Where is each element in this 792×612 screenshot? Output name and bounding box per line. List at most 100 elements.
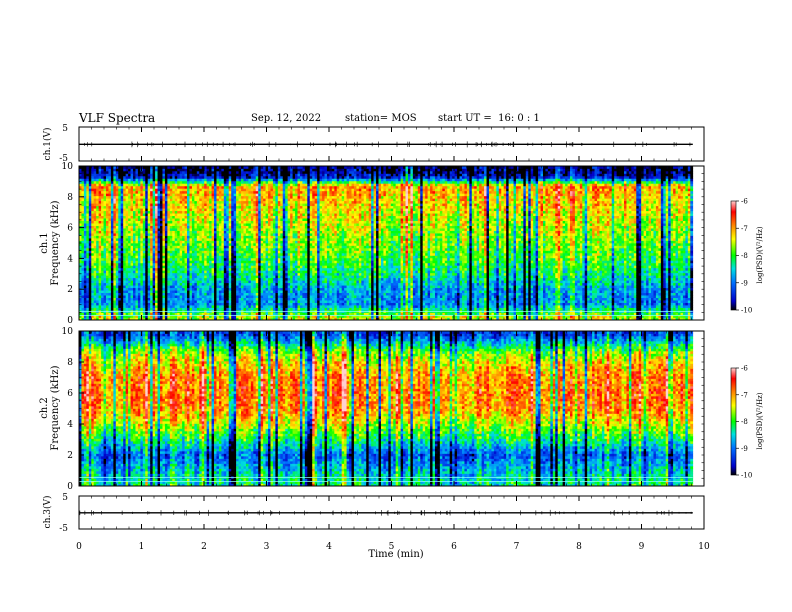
spec1-cell [110,168,114,172]
spec1-cell [209,247,212,251]
spec1-cell [81,297,85,301]
spec1-cell [115,208,119,212]
spec1-cell [125,175,129,179]
spec1-cell [174,205,178,209]
spec1-cell [184,195,188,199]
spec1-cell [218,262,222,266]
spec1-cell [206,218,210,221]
ch1-ytick-neg5: -5 [59,154,68,164]
spec1-cell [108,185,112,189]
spec1-cell [88,190,92,194]
spec1-cell [187,225,190,229]
spec1-cell [96,203,99,207]
spec1-cell [253,267,257,271]
spec1-cell [120,238,124,241]
spec1-cell [191,230,195,234]
spec1-cell [79,262,82,266]
spec1-cell [142,280,146,284]
spec1-cell [206,193,210,197]
spec1-cell [145,252,149,256]
spec1-cell [125,260,129,264]
spec1-cell [191,220,195,224]
spec1-cell [182,260,185,264]
spec1-cell [260,228,264,231]
spec1-cell [182,257,185,261]
spec1-cell [201,250,205,254]
spec1-cell [98,315,102,318]
spec1-cell [152,193,156,197]
spec1-cell [268,200,271,204]
spec1-cell [204,223,208,226]
spec1-cell [172,252,176,256]
spec1-cell [184,175,188,179]
spec1-cell [233,213,237,217]
spec1-cell [189,260,193,264]
spec1-cell [128,208,131,212]
spec1-cell [233,168,237,172]
spec1-cell [250,175,254,179]
spec1-cell [245,208,249,212]
spec1-cell [174,208,178,212]
spec1-cell [245,267,249,271]
spec1-cell [221,230,225,234]
spec1-cell [160,257,163,261]
spec1-cell [238,178,242,182]
spec1-cell [243,243,247,246]
spec1-cell [115,315,119,318]
spec1-cell [214,290,217,294]
spec1-cell [142,178,146,182]
spec1-cell [110,166,114,169]
spec1-cell [255,198,259,202]
spec1-cell [258,215,262,219]
spec1-cell [130,175,134,179]
spec1-cell [204,262,208,266]
spec1-cell [265,190,269,194]
spec1-cell [135,295,139,298]
spec1-cell [150,170,153,174]
spec1-cell [155,195,158,199]
spec1-cell [164,312,168,316]
spec1-cell [93,213,97,217]
spec1-cell [106,277,109,281]
spec1-cell [145,188,149,192]
spec1-cell [209,245,212,249]
spec1-cell [238,183,242,187]
spec1-cell [81,180,85,184]
spec1-cell [150,168,153,172]
spec1-cell [157,188,161,192]
spec1-cell [204,290,208,294]
spec1-cell [96,285,99,289]
spec1-cell [118,280,122,284]
spec1-cell [96,210,99,214]
spec1-cell [221,218,225,221]
spec1-cell [140,255,144,259]
spec1-cell [250,170,254,174]
spec1-cell [118,178,122,182]
spec1-cell [211,238,215,241]
spec1-cell [83,317,87,321]
spec1-cell [123,250,126,254]
spec1-cell [238,210,242,214]
spec1-cell [258,220,262,224]
spec1-cell [172,185,176,189]
spec1-cell [216,282,220,286]
spec1-cell [98,203,102,207]
spec1-cell [128,317,131,321]
spec1-cell [93,170,97,174]
spec1-cell [199,168,203,172]
spec1-cell [147,238,151,241]
spec1-cell [172,267,176,271]
spec1-cell [137,203,141,207]
spec1-cell [118,245,122,249]
spec1-cell [86,245,90,249]
spec1-cell [196,228,200,231]
spec1-cell [223,205,227,209]
spec1-cell [115,175,119,179]
spec1-cell [106,208,109,212]
spec1-cell [231,240,235,244]
spec1-cell [125,233,129,236]
spec1-cell [248,198,252,202]
spec1-cell [204,205,208,209]
spec1-cell [137,183,141,187]
spec1-cell [157,317,161,321]
